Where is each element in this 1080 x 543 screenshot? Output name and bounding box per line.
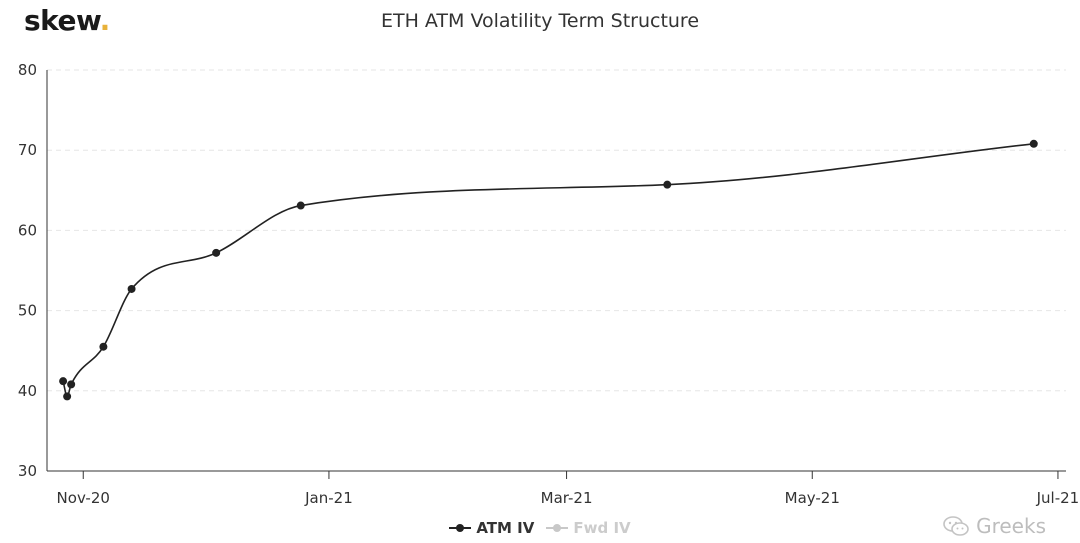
y-tick-label: 50 xyxy=(18,302,37,320)
chart-legend: ATM IV Fwd IV xyxy=(0,519,1080,538)
data-point xyxy=(296,201,305,210)
data-point xyxy=(212,248,221,257)
data-point xyxy=(663,180,672,189)
y-tick-label: 80 xyxy=(18,61,37,79)
skew-logo: skew. xyxy=(24,4,110,37)
series-line-0 xyxy=(62,142,1034,398)
watermark: Greeks xyxy=(942,514,1046,538)
y-tick-label: 70 xyxy=(18,141,37,159)
data-point xyxy=(59,377,68,386)
legend-item-1[interactable]: Fwd IV xyxy=(546,519,631,537)
watermark-text: Greeks xyxy=(976,514,1046,538)
legend-marker-icon xyxy=(546,522,569,534)
legend-label: Fwd IV xyxy=(573,519,631,537)
y-tick-label: 30 xyxy=(18,462,37,480)
legend-label: ATM IV xyxy=(476,519,535,537)
x-tick-label: Jul-21 xyxy=(1036,489,1080,507)
data-point xyxy=(67,380,76,389)
data-point xyxy=(63,392,72,401)
y-tick-label: 60 xyxy=(18,221,37,239)
legend-item-0[interactable]: ATM IV xyxy=(449,519,534,537)
wechat-icon xyxy=(943,516,969,536)
x-tick-label: Nov-20 xyxy=(57,489,110,507)
chart-title: ETH ATM Volatility Term Structure xyxy=(380,10,700,32)
x-tick-label: Mar-21 xyxy=(541,489,593,507)
data-point xyxy=(1029,139,1038,148)
x-tick-label: Jan-21 xyxy=(304,489,353,507)
x-tick-label: May-21 xyxy=(785,489,840,507)
legend-marker-icon xyxy=(449,522,472,534)
y-tick-label: 40 xyxy=(18,382,37,400)
data-point xyxy=(99,342,108,351)
data-point xyxy=(127,284,136,293)
